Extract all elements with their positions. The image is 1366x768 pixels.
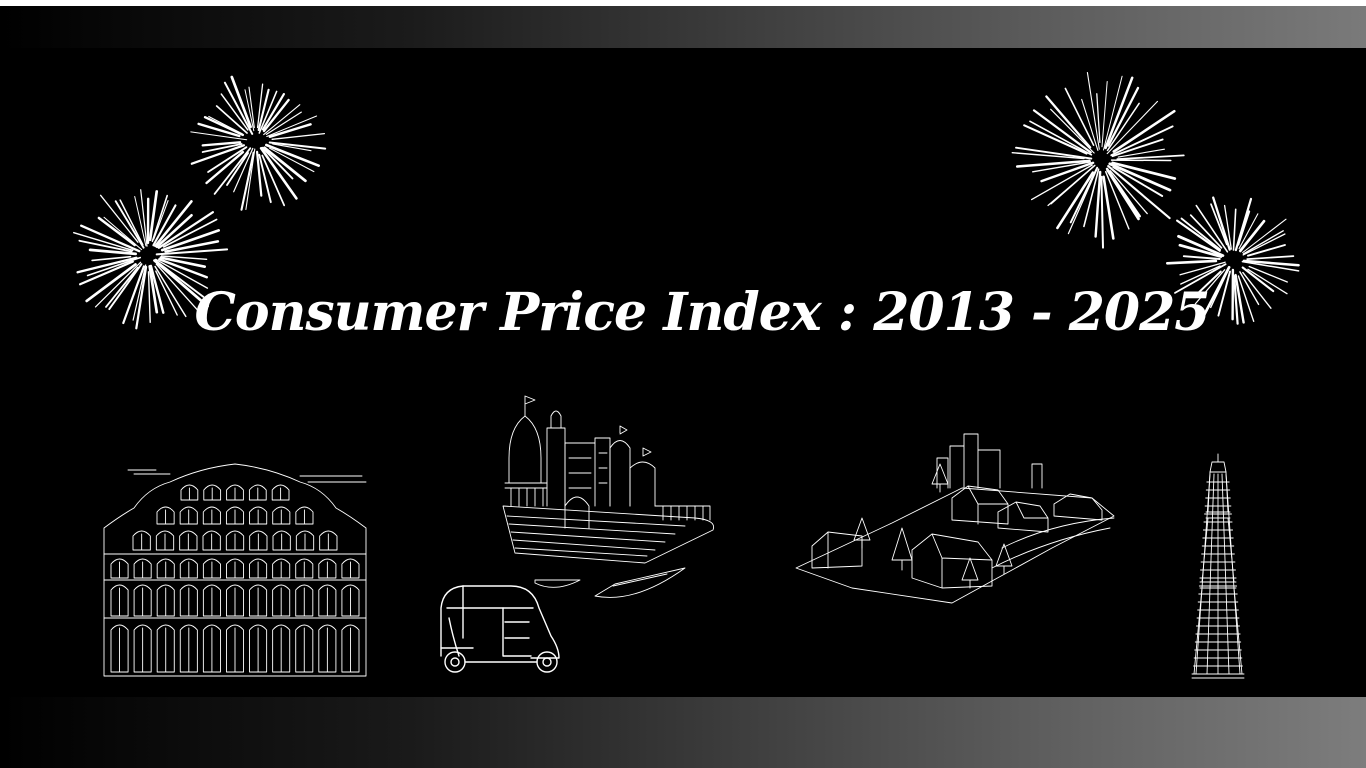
fireworks-right — [1011, 71, 1300, 325]
top-white-strip — [0, 0, 1366, 6]
page-title: Consumer Price Index : 2013 - 2025 — [194, 282, 1211, 343]
auto-rickshaw — [440, 585, 560, 673]
qutub-minar — [1191, 453, 1245, 679]
fireworks-left — [73, 75, 327, 330]
village-town — [795, 433, 1115, 604]
bottom-gradient-band — [0, 697, 1366, 768]
hawa-mahal — [103, 463, 367, 677]
top-gradient-band — [0, 6, 1366, 48]
varanasi-ghats — [502, 395, 715, 598]
